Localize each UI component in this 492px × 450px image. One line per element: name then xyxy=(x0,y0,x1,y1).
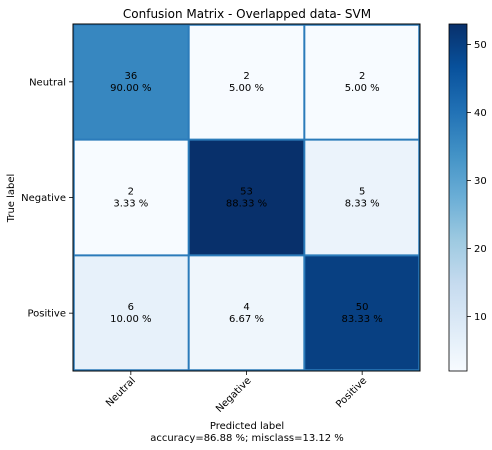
y-tick-label: Negative xyxy=(21,193,66,204)
x-tick-label: Positive xyxy=(334,375,369,410)
x-tick-label: Neutral xyxy=(104,375,138,409)
cell-percent-label: 88.33 % xyxy=(226,199,267,210)
heatmap-cell xyxy=(304,24,420,140)
colorbar xyxy=(448,23,468,372)
colorbar-ticks: 10 20 30 40 50 xyxy=(467,40,487,323)
heatmap-cell xyxy=(304,139,420,256)
heatmap-cell xyxy=(73,24,189,140)
heatmap-cells xyxy=(73,24,420,371)
cell-count-label: 6 xyxy=(128,302,134,313)
y-axis-label: True label xyxy=(6,174,17,224)
heatmap-cell xyxy=(188,24,305,140)
chart-title: Confusion Matrix - Overlapped data- SVM xyxy=(123,7,371,21)
colorbar-tick-label: 30 xyxy=(474,176,487,187)
y-tick-label: Neutral xyxy=(29,77,66,88)
colorbar-tick-label: 50 xyxy=(474,40,487,51)
colorbar-tick-label: 10 xyxy=(474,312,487,323)
x-axis-label: Predicted label xyxy=(210,421,284,432)
cell-percent-label: 3.33 % xyxy=(113,199,148,210)
y-tick-label: Positive xyxy=(27,309,66,320)
heatmap-cell xyxy=(304,255,420,371)
grid-lines xyxy=(73,24,420,371)
colorbar-tick-label: 40 xyxy=(474,108,487,119)
cell-count-label: 36 xyxy=(124,71,137,82)
cell-count-label: 53 xyxy=(240,187,253,198)
cell-count-label: 2 xyxy=(243,71,249,82)
accuracy-footer: accuracy=86.88 %; misclass=13.12 % xyxy=(150,433,344,444)
grid-border xyxy=(73,24,420,371)
heatmap-cell xyxy=(73,255,189,371)
heatmap-cell xyxy=(188,139,305,256)
colorbar-tick-label: 20 xyxy=(474,244,487,255)
x-tick-labels: Neutral Negative Positive xyxy=(104,371,369,415)
cell-count-label: 50 xyxy=(356,302,369,313)
heatmap-cell xyxy=(73,139,189,256)
cell-percent-label: 5.00 % xyxy=(229,83,264,94)
x-tick-label: Negative xyxy=(214,375,254,415)
cell-count-label: 2 xyxy=(128,187,134,198)
cell-count-label: 2 xyxy=(359,71,365,82)
cell-percent-label: 90.00 % xyxy=(110,83,151,94)
cell-percent-label: 6.67 % xyxy=(229,314,264,325)
cell-percent-label: 5.00 % xyxy=(345,83,380,94)
y-tick-labels: Neutral Negative Positive xyxy=(21,77,73,320)
cell-count-label: 5 xyxy=(359,187,365,198)
cell-count-label: 4 xyxy=(243,302,249,313)
cell-percent-label: 10.00 % xyxy=(110,314,151,325)
heatmap-cell xyxy=(188,255,305,371)
cell-percent-label: 83.33 % xyxy=(342,314,383,325)
cell-percent-label: 8.33 % xyxy=(345,199,380,210)
